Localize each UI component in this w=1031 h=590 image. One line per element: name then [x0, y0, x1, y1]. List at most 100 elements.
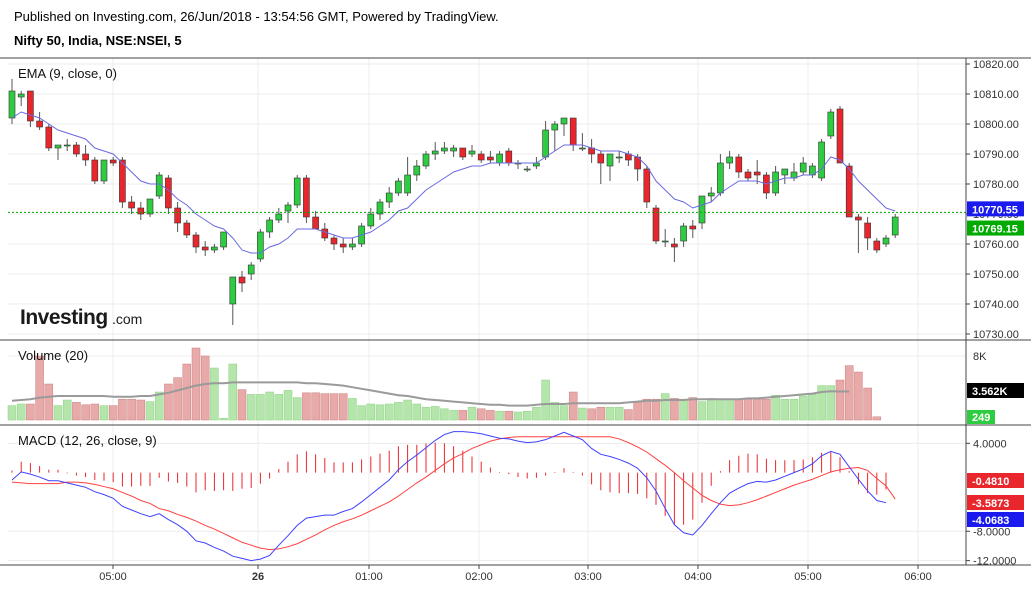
candle[interactable]	[763, 172, 770, 199]
candle[interactable]	[330, 235, 338, 250]
candle[interactable]	[183, 220, 191, 238]
candle[interactable]	[891, 214, 899, 238]
candle[interactable]	[247, 262, 255, 280]
ema-price-tag[interactable]: 10770.55	[967, 201, 1024, 217]
candle[interactable]	[109, 157, 117, 166]
macd-hist-tag[interactable]: -0.4810	[967, 473, 1024, 488]
candle[interactable]	[54, 144, 62, 160]
candle[interactable]	[836, 106, 844, 164]
price-axis[interactable]: 10820.00 10810.00 10800.00 10790.00 10780.00…	[966, 59, 1024, 568]
candle[interactable]	[192, 232, 200, 253]
candle[interactable]	[726, 151, 733, 169]
candle[interactable]	[450, 145, 457, 157]
candle[interactable]	[119, 157, 126, 208]
candle[interactable]	[303, 175, 310, 223]
candle[interactable]	[560, 117, 568, 136]
candle[interactable]	[606, 153, 614, 181]
candle[interactable]	[220, 231, 227, 250]
candle[interactable]	[569, 117, 577, 151]
candle[interactable]	[845, 163, 853, 218]
candle[interactable]	[799, 157, 807, 175]
candle[interactable]	[17, 91, 25, 106]
candle[interactable]	[238, 271, 246, 292]
candle[interactable]	[349, 238, 356, 250]
volume-ma-tag[interactable]: 3.562K	[967, 383, 1024, 398]
candle[interactable]	[671, 238, 678, 262]
candle[interactable]	[100, 159, 108, 184]
candle[interactable]	[91, 157, 99, 184]
candle[interactable]	[441, 142, 448, 154]
candle[interactable]	[588, 139, 595, 163]
candle[interactable]	[395, 178, 402, 196]
candle[interactable]	[551, 121, 559, 151]
time-axis[interactable]: 05:00 26 01:00 02:00 03:00 04:00 05:00 06:00	[99, 565, 932, 583]
candle[interactable]	[597, 151, 605, 184]
candle[interactable]	[45, 124, 53, 151]
candle[interactable]	[487, 151, 494, 163]
candle[interactable]	[257, 229, 264, 262]
candle[interactable]	[579, 133, 586, 151]
candle[interactable]	[229, 276, 237, 325]
candle[interactable]	[735, 154, 743, 178]
volume-last-tag[interactable]: 249	[967, 410, 995, 424]
candle[interactable]	[882, 235, 890, 247]
candle[interactable]	[82, 145, 89, 166]
candle[interactable]	[404, 157, 411, 196]
candle[interactable]	[165, 175, 172, 214]
candle[interactable]	[137, 202, 145, 220]
candle[interactable]	[652, 205, 660, 244]
candle[interactable]	[385, 187, 393, 208]
candle[interactable]	[201, 241, 209, 256]
candle[interactable]	[174, 202, 181, 232]
last-price-tag[interactable]: 10769.15	[967, 220, 1024, 236]
candle[interactable]	[781, 168, 789, 184]
candle[interactable]	[643, 166, 651, 208]
candle[interactable]	[496, 151, 503, 166]
candle[interactable]	[744, 169, 752, 181]
candle[interactable]	[459, 147, 467, 160]
candle[interactable]	[293, 175, 301, 208]
price-pane[interactable]	[8, 79, 966, 325]
candle[interactable]	[275, 208, 283, 223]
candle[interactable]	[367, 208, 375, 229]
macd-pane[interactable]	[11, 431, 896, 562]
candle[interactable]	[542, 121, 549, 160]
candle[interactable]	[634, 154, 641, 181]
volume-bar-down	[44, 383, 54, 421]
candle[interactable]	[146, 198, 154, 217]
candle[interactable]	[689, 220, 697, 238]
candle[interactable]	[827, 109, 835, 139]
candle[interactable]	[873, 238, 881, 253]
candle[interactable]	[753, 160, 761, 184]
candle[interactable]	[211, 244, 218, 253]
candle[interactable]	[477, 151, 485, 163]
candle[interactable]	[615, 151, 623, 163]
candle[interactable]	[73, 142, 80, 157]
candle[interactable]	[661, 229, 669, 247]
candle[interactable]	[422, 151, 430, 169]
candle[interactable]	[717, 154, 724, 196]
candle[interactable]	[27, 90, 34, 127]
candle[interactable]	[864, 217, 871, 250]
candle[interactable]	[809, 163, 816, 178]
candle[interactable]	[514, 160, 522, 169]
candle[interactable]	[339, 238, 347, 253]
volume-pane[interactable]	[7, 347, 882, 421]
candle[interactable]	[8, 79, 16, 124]
candle[interactable]	[266, 217, 273, 238]
candle[interactable]	[376, 199, 384, 220]
candle[interactable]	[63, 139, 71, 151]
candle[interactable]	[431, 142, 439, 160]
candle[interactable]	[523, 166, 531, 172]
candle[interactable]	[413, 160, 421, 181]
candle[interactable]	[680, 223, 687, 247]
candle[interactable]	[468, 145, 476, 157]
candle[interactable]	[855, 214, 862, 253]
candle[interactable]	[818, 139, 825, 181]
macd-line-tag[interactable]: -4.0683	[967, 512, 1024, 527]
candle[interactable]	[707, 187, 715, 202]
candle[interactable]	[128, 196, 135, 214]
candle[interactable]	[36, 112, 43, 130]
macd-signal-tag[interactable]: -3.5873	[967, 495, 1024, 510]
